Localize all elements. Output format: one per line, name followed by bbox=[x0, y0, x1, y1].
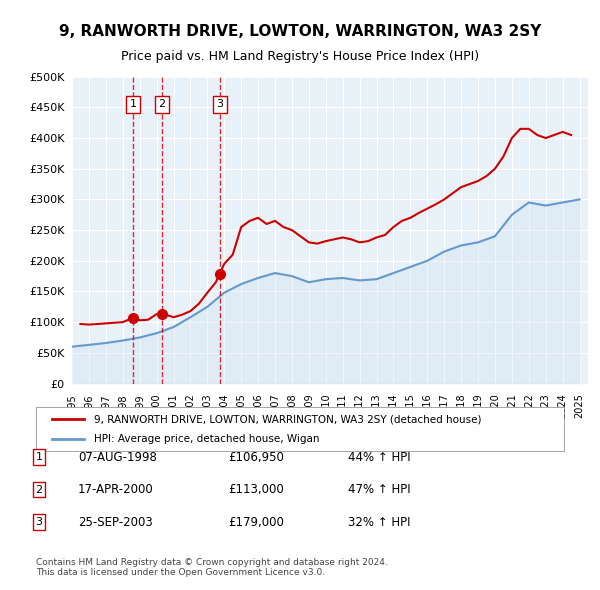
Text: HPI: Average price, detached house, Wigan: HPI: Average price, detached house, Wiga… bbox=[94, 434, 320, 444]
Text: 44% ↑ HPI: 44% ↑ HPI bbox=[348, 451, 410, 464]
Text: 3: 3 bbox=[35, 517, 43, 527]
Text: 32% ↑ HPI: 32% ↑ HPI bbox=[348, 516, 410, 529]
Text: 17-APR-2000: 17-APR-2000 bbox=[78, 483, 154, 496]
Text: 1: 1 bbox=[130, 99, 136, 109]
Text: 9, RANWORTH DRIVE, LOWTON, WARRINGTON, WA3 2SY: 9, RANWORTH DRIVE, LOWTON, WARRINGTON, W… bbox=[59, 24, 541, 38]
Text: Price paid vs. HM Land Registry's House Price Index (HPI): Price paid vs. HM Land Registry's House … bbox=[121, 50, 479, 63]
Text: 47% ↑ HPI: 47% ↑ HPI bbox=[348, 483, 410, 496]
Text: 9, RANWORTH DRIVE, LOWTON, WARRINGTON, WA3 2SY (detached house): 9, RANWORTH DRIVE, LOWTON, WARRINGTON, W… bbox=[94, 415, 482, 424]
Text: £113,000: £113,000 bbox=[228, 483, 284, 496]
Text: 1: 1 bbox=[35, 453, 43, 462]
Text: 2: 2 bbox=[158, 99, 165, 109]
Text: 2: 2 bbox=[35, 485, 43, 494]
Text: 25-SEP-2003: 25-SEP-2003 bbox=[78, 516, 153, 529]
Text: £179,000: £179,000 bbox=[228, 516, 284, 529]
Text: Contains HM Land Registry data © Crown copyright and database right 2024.
This d: Contains HM Land Registry data © Crown c… bbox=[36, 558, 388, 577]
Text: £106,950: £106,950 bbox=[228, 451, 284, 464]
Text: 3: 3 bbox=[216, 99, 223, 109]
Text: 07-AUG-1998: 07-AUG-1998 bbox=[78, 451, 157, 464]
